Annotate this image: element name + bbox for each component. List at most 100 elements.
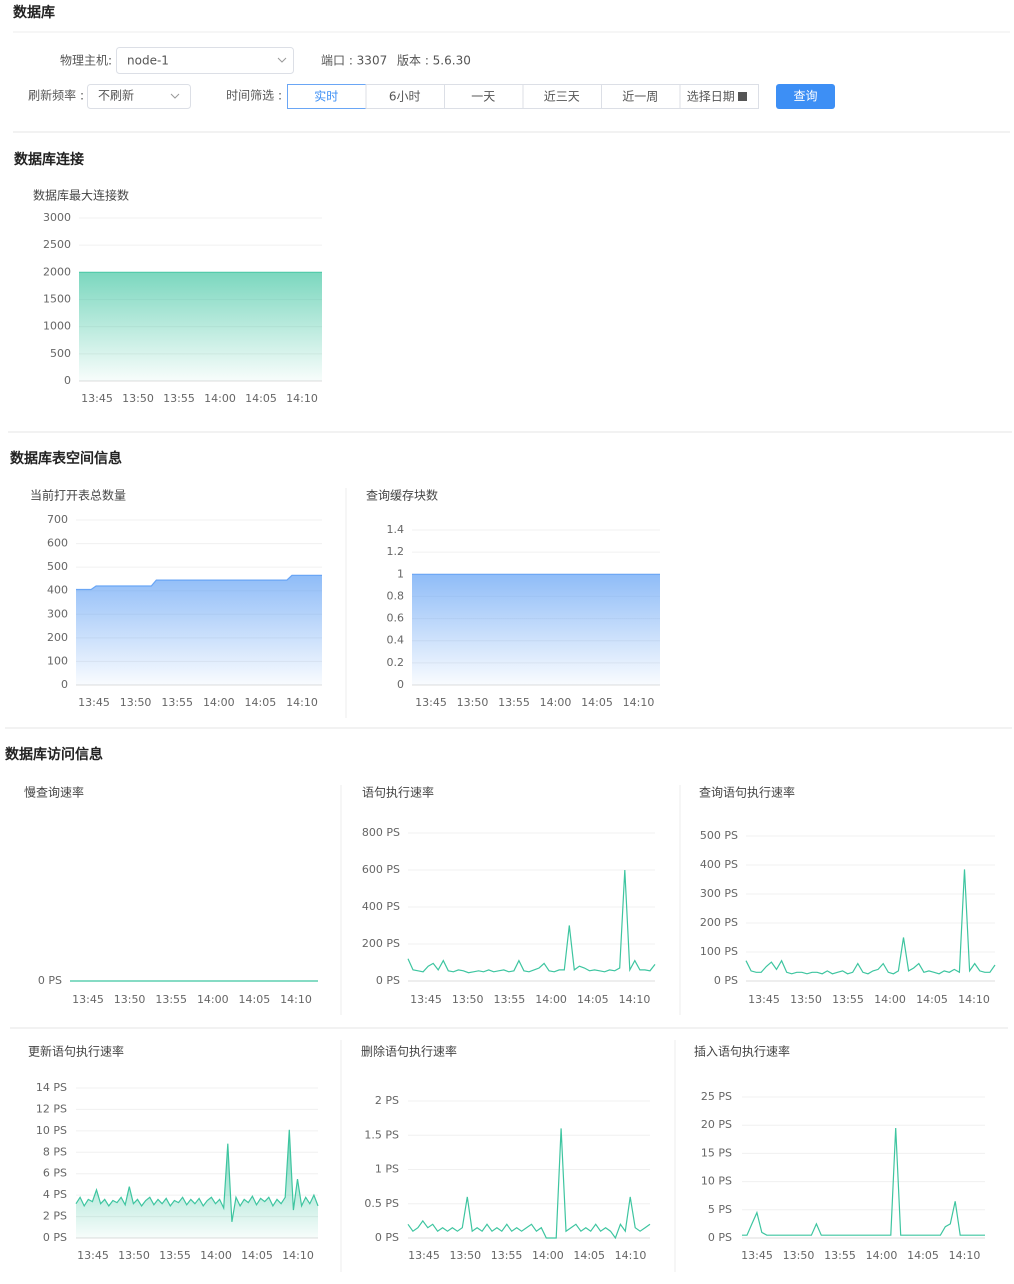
time-option[interactable] <box>601 84 681 109</box>
x-tick-label: 14:05 <box>241 1249 273 1262</box>
x-tick-label: 14:00 <box>540 696 572 709</box>
refresh-select[interactable] <box>87 84 191 109</box>
time-option[interactable] <box>522 84 602 109</box>
x-tick-label: 13:50 <box>452 993 484 1006</box>
x-tick-label: 14:00 <box>203 696 235 709</box>
refresh-value: 不刷新 <box>98 88 134 103</box>
y-tick-label: 100 <box>47 654 68 667</box>
y-tick-label: 200 PS <box>362 937 400 950</box>
x-tick-label: 14:05 <box>581 696 613 709</box>
y-tick-label: 2500 <box>43 238 71 251</box>
y-tick-label: 0 <box>61 678 68 691</box>
version: 版本 : 5.6.30 <box>397 54 471 68</box>
x-tick-label: 13:45 <box>72 993 104 1006</box>
time-option[interactable] <box>365 84 445 109</box>
y-tick-label: 8 PS <box>43 1145 67 1158</box>
y-tick-label: 200 <box>47 631 68 644</box>
y-tick-label: 200 PS <box>700 916 738 929</box>
x-tick-label: 13:50 <box>120 696 152 709</box>
chart-title: 查询缓存块数 <box>366 488 438 503</box>
x-tick-label: 14:00 <box>535 993 567 1006</box>
x-tick-label: 13:45 <box>77 1249 109 1262</box>
y-tick-label: 1.2 <box>387 545 405 558</box>
y-tick-label: 300 PS <box>700 887 738 900</box>
area <box>412 574 660 685</box>
x-tick-label: 13:55 <box>824 1249 856 1262</box>
y-tick-label: 0.6 <box>387 612 405 625</box>
y-tick-label: 25 PS <box>701 1090 732 1103</box>
section-title: 数据库表空间信息 <box>10 450 122 467</box>
x-tick-label: 13:55 <box>498 696 530 709</box>
y-tick-label: 1.5 PS <box>364 1128 399 1141</box>
y-tick-label: 2 PS <box>43 1210 67 1223</box>
chart-title: 插入语句执行速率 <box>694 1044 790 1059</box>
x-tick-label: 14:05 <box>573 1249 605 1262</box>
chart-title: 更新语句执行速率 <box>28 1044 124 1059</box>
line <box>76 574 322 591</box>
x-tick-label: 14:10 <box>619 993 651 1006</box>
x-tick-label: 13:55 <box>161 696 193 709</box>
x-tick-label: 14:05 <box>577 993 609 1006</box>
x-tick-label: 14:10 <box>958 993 990 1006</box>
x-tick-label: 13:45 <box>81 392 113 405</box>
x-tick-label: 14:00 <box>532 1249 564 1262</box>
port: 端口 : 3307 <box>321 54 387 68</box>
x-tick-label: 13:45 <box>410 993 442 1006</box>
y-tick-label: 2000 <box>43 265 71 278</box>
y-tick-label: 400 PS <box>700 858 738 871</box>
x-tick-label: 13:50 <box>449 1249 481 1262</box>
time-option[interactable] <box>444 84 524 109</box>
x-tick-label: 13:45 <box>78 696 110 709</box>
y-tick-label: 600 PS <box>362 863 400 876</box>
y-tick-label: 0 <box>64 374 71 387</box>
y-tick-label: 700 <box>47 513 68 526</box>
y-tick-label: 1000 <box>43 320 71 333</box>
y-tick-label: 15 PS <box>701 1146 732 1159</box>
x-tick-label: 14:00 <box>200 1249 232 1262</box>
x-tick-label: 14:10 <box>949 1249 981 1262</box>
chart-title: 当前打开表总数量 <box>30 488 126 503</box>
x-tick-label: 13:45 <box>741 1249 773 1262</box>
y-tick-label: 10 PS <box>36 1124 67 1137</box>
area <box>76 575 322 685</box>
area <box>76 1129 318 1238</box>
x-tick-label: 13:55 <box>155 993 187 1006</box>
host-label: 物理主机: <box>60 54 112 68</box>
line <box>75 1129 319 1222</box>
x-tick-label: 13:50 <box>790 993 822 1006</box>
chevron <box>170 93 180 99</box>
y-tick-label: 10 PS <box>701 1175 732 1188</box>
x-tick-label: 13:45 <box>408 1249 440 1262</box>
x-tick-label: 13:50 <box>118 1249 150 1262</box>
chart-title: 数据库最大连接数 <box>33 188 129 203</box>
x-tick-label: 13:55 <box>832 993 864 1006</box>
y-tick-label: 600 <box>47 537 68 550</box>
x-tick-label: 14:10 <box>286 696 318 709</box>
x-tick-label: 13:55 <box>159 1249 191 1262</box>
x-tick-label: 14:10 <box>286 392 318 405</box>
time-label: 时间筛选 : <box>226 88 282 103</box>
y-tick-label: 0 PS <box>375 1231 399 1244</box>
line <box>742 1127 985 1236</box>
time-option-label: 近三天 <box>544 90 580 104</box>
page-title: 数据库 <box>13 4 55 21</box>
query-button[interactable] <box>776 84 835 109</box>
y-tick-label: 500 <box>47 560 68 573</box>
chevron <box>277 57 287 63</box>
y-tick-label: 0 PS <box>708 1231 732 1244</box>
y-tick-label: 0.2 <box>387 656 405 669</box>
x-tick-label: 14:00 <box>204 392 236 405</box>
query-button-label: 查询 <box>793 89 817 103</box>
chart-title: 查询语句执行速率 <box>699 785 795 800</box>
y-tick-label: 300 <box>47 607 68 620</box>
y-tick-label: 500 <box>50 347 71 360</box>
section-title: 数据库连接 <box>14 151 84 168</box>
y-tick-label: 12 PS <box>36 1102 67 1115</box>
host-select[interactable] <box>116 47 294 74</box>
chart-title: 语句执行速率 <box>362 785 434 800</box>
chart-title: 删除语句执行速率 <box>361 1044 457 1059</box>
x-tick-label: 13:55 <box>494 993 526 1006</box>
x-tick-label: 14:10 <box>615 1249 647 1262</box>
line <box>407 1128 651 1240</box>
